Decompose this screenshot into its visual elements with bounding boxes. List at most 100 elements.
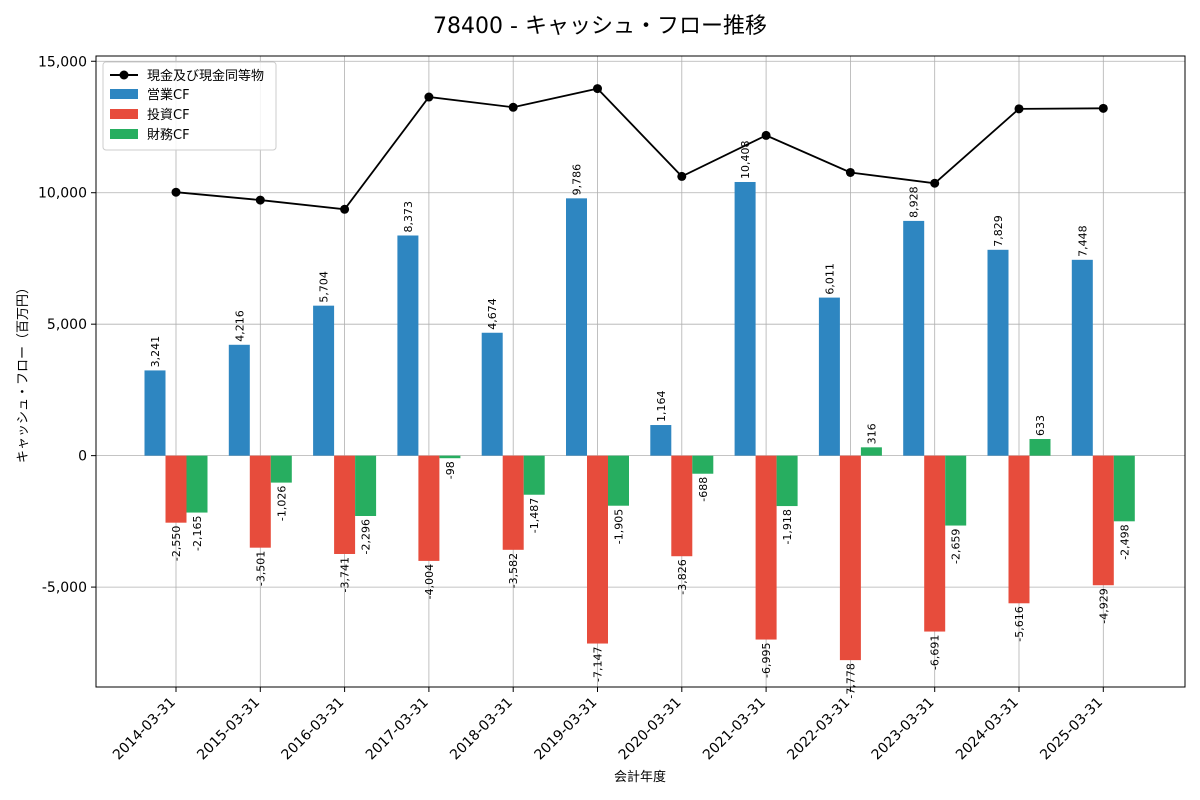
bar-財務CF [945, 455, 967, 526]
x-tick-label: 2024-03-31 [953, 695, 1022, 764]
x-tick-label: 2016-03-31 [279, 695, 348, 764]
x-tick-label: 2023-03-31 [869, 695, 938, 764]
y-tick-label: -5,000 [42, 580, 87, 596]
cash-line-point [845, 167, 855, 177]
bar-投資CF [334, 455, 356, 554]
y-tick-label: 5,000 [47, 317, 87, 333]
x-tick-label: 2018-03-31 [447, 695, 516, 764]
bar-value-label: 633 [1034, 415, 1047, 436]
bar-営業CF [903, 220, 925, 456]
bar-value-label: -6,995 [760, 643, 773, 678]
cash-line-point [1014, 104, 1024, 114]
legend-swatch-investing [110, 109, 138, 119]
bar-投資CF [1008, 455, 1030, 604]
bar-value-label: 4,674 [486, 298, 499, 330]
bar-財務CF [186, 455, 208, 513]
x-tick-label: 2022-03-31 [784, 695, 853, 764]
x-tick-label: 2015-03-31 [194, 695, 263, 764]
axes-frame [95, 55, 1186, 688]
bar-value-label: 3,241 [149, 336, 162, 368]
bar-営業CF [481, 332, 503, 456]
cash-line-point [171, 187, 181, 197]
cash-line-point [255, 195, 265, 205]
bar-value-label: 316 [865, 423, 878, 444]
bar-value-label: -1,918 [781, 509, 794, 544]
legend-box [102, 61, 277, 151]
bar-value-label: -1,905 [613, 509, 626, 544]
bar-営業CF [818, 297, 840, 456]
bar-value-label: -7,778 [844, 663, 857, 698]
cash-line [171, 84, 1108, 214]
y-axis-label: キャッシュ・フロー（百万円） [16, 281, 31, 463]
legend-entry-financing: 財務CF [147, 128, 190, 143]
bar-投資CF [502, 455, 524, 550]
bar-value-label: -3,741 [339, 557, 352, 592]
bar-value-label: -7,147 [592, 647, 605, 682]
bar-value-label: 10,408 [739, 140, 752, 179]
bar-財務CF [692, 455, 714, 474]
bar-value-label: -3,826 [676, 559, 689, 594]
bar-value-label: 7,448 [1076, 225, 1089, 257]
chart-title: 78400 - キャッシュ・フロー推移 [433, 14, 767, 39]
bar-投資CF [1092, 455, 1114, 586]
bar-value-label: 1,164 [655, 391, 668, 423]
bar-投資CF [755, 455, 777, 640]
bar-value-label: -3,501 [254, 551, 267, 586]
bar-value-label: 6,011 [823, 263, 836, 295]
bar-財務CF [860, 447, 882, 456]
legend-swatch-financing [110, 129, 138, 139]
x-tick-label: 2020-03-31 [616, 695, 685, 764]
bar-営業CF [397, 235, 419, 456]
bar-value-label: -2,550 [170, 526, 183, 561]
bar-value-label: 8,928 [908, 186, 921, 218]
bar-value-label: -2,498 [1118, 524, 1131, 559]
data-labels: 3,241 4,216 5,704 8,373 4,674 9,786 1,164 10,40… [149, 140, 1131, 698]
bar-財務CF [1113, 455, 1135, 522]
x-tick-label: 2017-03-31 [363, 695, 432, 764]
bar-投資CF [165, 455, 187, 523]
cash-line-path [175, 87, 1104, 211]
cash-line-point [761, 130, 771, 140]
legend-entry-investing: 投資CF [147, 107, 190, 123]
x-axis-ticks: 2014-03-31 2015-03-31 2016-03-31 2017-03-31… [110, 687, 1106, 763]
bar-value-label: -98 [444, 461, 457, 479]
bar-value-label: 9,786 [571, 164, 584, 196]
bar-営業CF [734, 181, 756, 456]
bar-value-label: -1,487 [528, 498, 541, 533]
legend: 現金及び現金同等物 営業CF 投資CF 財務CF [102, 61, 277, 151]
bar-財務CF [355, 455, 377, 516]
bar-投資CF [839, 455, 861, 661]
cash-line-point [930, 178, 940, 188]
bar-営業CF [650, 425, 672, 456]
y-tick-label: 15,000 [38, 54, 87, 70]
bar-財務CF [270, 455, 292, 483]
bar-value-label: -688 [697, 477, 710, 502]
x-tick-label: 2025-03-31 [1037, 695, 1106, 764]
x-axis-label: 会計年度 [614, 769, 666, 785]
y-axis-ticks: -5,000 0 5,000 10,000 15,000 [38, 54, 96, 596]
legend-entry-cash: 現金及び現金同等物 [147, 68, 264, 84]
x-tick-label: 2021-03-31 [700, 695, 769, 764]
y-tick-label: 10,000 [38, 186, 87, 202]
bar-営業CF [1071, 259, 1093, 456]
bar-value-label: -2,165 [191, 516, 204, 551]
bar-投資CF [671, 455, 693, 557]
legend-swatch-operating [110, 89, 138, 99]
cash-line-point [677, 171, 687, 181]
bar-財務CF [608, 455, 629, 506]
bar-営業CF [313, 305, 335, 456]
bar-財務CF [1029, 438, 1051, 456]
x-tick-label: 2014-03-31 [110, 695, 179, 764]
bar-財務CF [523, 455, 545, 495]
legend-entry-operating: 営業CF [147, 87, 190, 103]
bar-value-label: -3,582 [507, 553, 520, 588]
bar-value-label: -4,004 [423, 564, 436, 599]
bar-営業CF [144, 370, 166, 456]
bar-value-label: 8,373 [402, 201, 415, 233]
bar-営業CF [228, 344, 250, 456]
bar-value-label: 7,829 [992, 215, 1005, 247]
bar-営業CF [566, 198, 587, 456]
cash-line-point [424, 92, 434, 102]
cash-line-point [508, 102, 518, 112]
